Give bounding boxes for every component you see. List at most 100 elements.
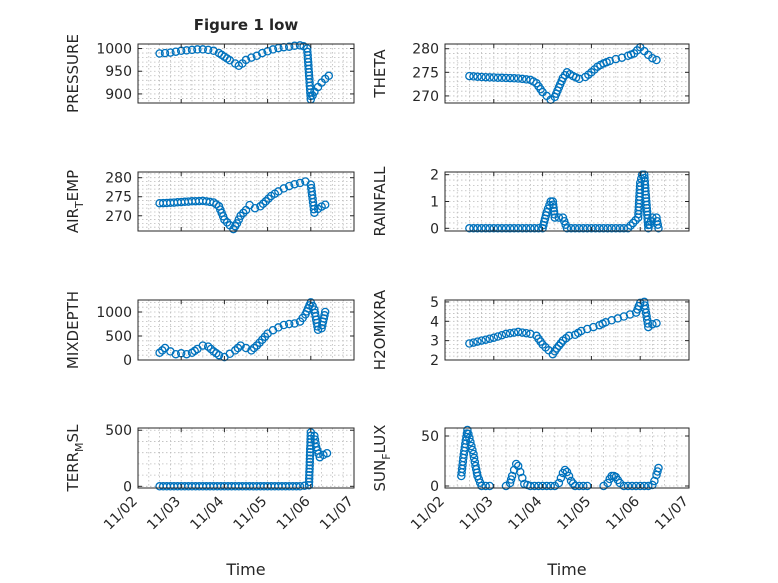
data-point (497, 330, 507, 340)
data-point (595, 224, 604, 233)
data-point (257, 48, 267, 58)
series-markers (155, 298, 330, 362)
data-point (653, 220, 663, 229)
data-point (546, 481, 555, 491)
data-point (295, 178, 305, 188)
series-markers (155, 177, 330, 234)
data-point (477, 336, 486, 345)
x-tick-label: 11/02 (408, 494, 448, 534)
data-point (522, 328, 531, 338)
y-tick-label: 950 (105, 64, 132, 80)
tick-marks (137, 44, 355, 103)
data-point (233, 343, 243, 353)
data-point (509, 74, 519, 83)
data-point (464, 429, 473, 439)
axes-frame (137, 171, 355, 232)
data-point (489, 73, 499, 82)
y-tick-label: 1 (430, 195, 439, 211)
data-point (556, 473, 566, 483)
tick-marks (444, 300, 690, 361)
y-axis-label: SUNFLUX (371, 425, 393, 492)
data-point (261, 197, 271, 206)
y-tick-label: 3 (430, 334, 439, 350)
data-point (166, 48, 175, 57)
data-point (579, 481, 588, 491)
data-point (603, 224, 612, 233)
data-point (469, 338, 478, 347)
y-tick-label: 5 (430, 295, 439, 311)
data-point (155, 348, 164, 358)
y-tick-label: 280 (412, 42, 439, 58)
data-point (509, 328, 519, 337)
data-point (635, 481, 645, 491)
data-point (290, 319, 299, 328)
tick-marks (444, 172, 690, 231)
data-point (652, 55, 661, 65)
tick-marks (444, 44, 690, 103)
y-axis-label: TERRMSL (64, 424, 86, 493)
data-point (635, 178, 645, 187)
data-point (570, 481, 580, 491)
y-tick-label: 1000 (96, 305, 132, 321)
data-point (548, 197, 558, 206)
axes-frame (137, 299, 355, 361)
data-point (477, 481, 486, 491)
y-tick-label: 500 (105, 329, 132, 345)
data-point (209, 46, 218, 56)
data-point (513, 327, 523, 337)
y-tick-label: 900 (105, 87, 132, 103)
x-tick-label: 11/05 (554, 494, 594, 534)
data-point (182, 46, 191, 55)
data-point (284, 319, 294, 329)
data-point (505, 224, 515, 233)
data-point (250, 203, 260, 213)
y-tick-label: 0 (123, 353, 132, 369)
data-point (182, 349, 191, 359)
tick-marks (137, 300, 355, 361)
data-point (511, 459, 521, 469)
data-point (193, 45, 202, 54)
y-tick-label: 4 (430, 314, 439, 330)
data-point (292, 482, 301, 491)
axes-frame (444, 427, 690, 489)
data-point (562, 467, 572, 477)
data-point (501, 329, 511, 339)
data-point (198, 341, 208, 350)
data-point (501, 224, 511, 233)
data-point (206, 344, 216, 354)
data-point (526, 224, 535, 233)
data-point (236, 341, 245, 350)
data-point (587, 224, 596, 233)
data-point (611, 224, 621, 233)
data-point (469, 72, 478, 81)
y-tick-label: 0 (430, 479, 439, 495)
data-point (653, 467, 662, 476)
data-point (466, 437, 475, 447)
data-point (526, 481, 535, 491)
data-point (552, 344, 562, 353)
data-point (469, 449, 478, 459)
data-point (305, 451, 315, 460)
data-point (635, 298, 645, 308)
data-point (489, 224, 499, 233)
data-point (566, 224, 576, 233)
data-point (463, 425, 472, 435)
data-point (320, 311, 329, 320)
data-point (473, 72, 482, 81)
data-point (623, 481, 633, 491)
data-point (214, 350, 224, 360)
x-tick-label: 11/03 (457, 494, 497, 534)
data-point (305, 454, 315, 464)
y-tick-label: 275 (412, 65, 439, 81)
data-point (203, 45, 213, 55)
y-tick-label: 0 (123, 479, 132, 495)
data-point (469, 224, 478, 233)
data-point (509, 224, 519, 233)
x-axis-label: Time (546, 560, 586, 579)
data-point (481, 481, 490, 491)
data-point (465, 339, 474, 348)
data-point (290, 41, 299, 51)
data-point (648, 480, 657, 490)
data-point (465, 224, 474, 233)
